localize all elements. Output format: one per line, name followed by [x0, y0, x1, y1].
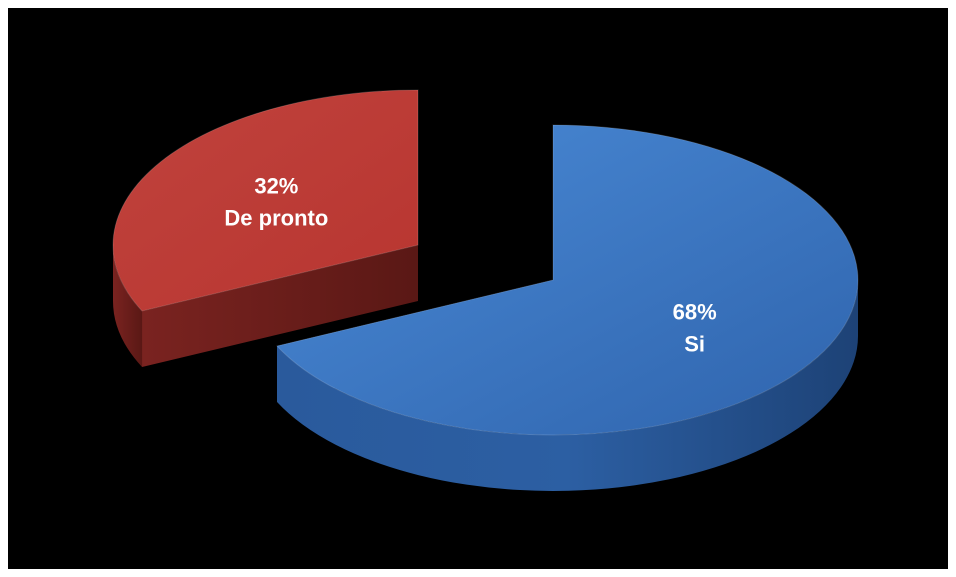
pie-slice-si — [276, 124, 859, 491]
slice-percent-label: 68% — [673, 300, 717, 325]
slice-outer-side — [113, 245, 143, 367]
pie-chart: 32% De pronto 68% Si — [112, 89, 859, 491]
slice-top-face — [276, 124, 859, 436]
slice-cut-face — [142, 245, 418, 367]
slice-category-label: De pronto — [224, 205, 328, 230]
slice-top-face — [112, 89, 419, 312]
chart-area: 32% De pronto 68% Si — [8, 8, 948, 569]
slice-category-label: Si — [684, 332, 705, 357]
slice-percent-label: 32% — [254, 173, 298, 198]
slice-outer-side — [277, 280, 859, 491]
pie-slice-de-pronto — [112, 89, 419, 367]
